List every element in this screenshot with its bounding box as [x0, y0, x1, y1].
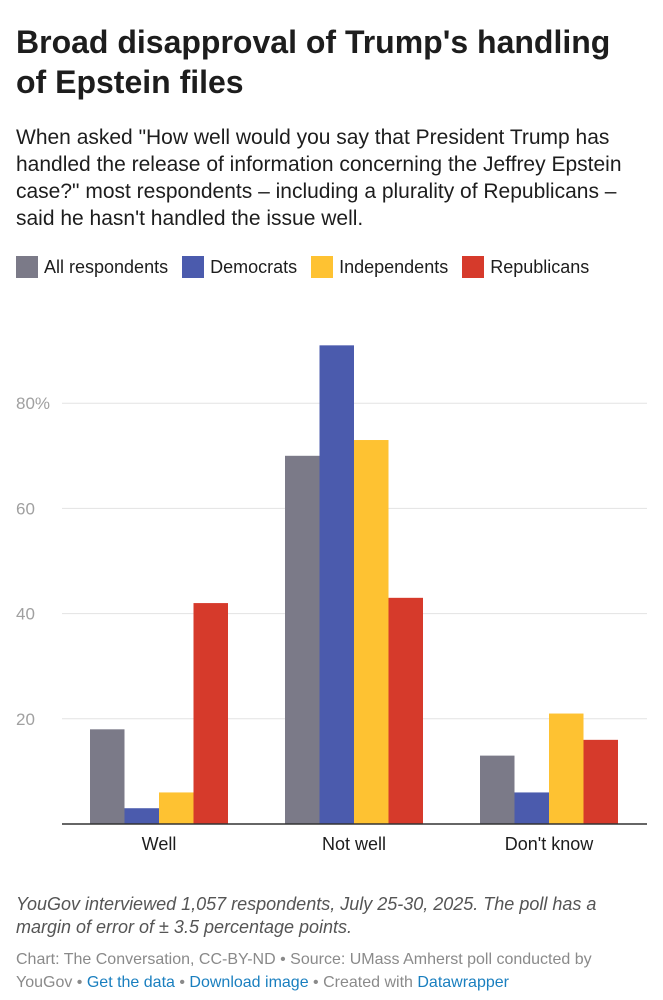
legend-item-democrats: Democrats — [182, 256, 297, 278]
legend-item-republicans: Republicans — [462, 256, 589, 278]
chart-title: Broad disapproval of Trump's handling of… — [16, 24, 611, 100]
y-tick-label-80: 80% — [16, 394, 50, 413]
download-image-link[interactable]: Download image — [189, 974, 309, 991]
y-tick-label-40: 40 — [16, 605, 35, 624]
legend-label-independents: Independents — [339, 256, 449, 277]
bar-don-t-know-all-respondents — [480, 755, 515, 824]
bar-not-well-all-respondents — [285, 455, 320, 824]
bar-well-republicans — [193, 603, 228, 824]
y-tick-label-60: 60 — [16, 499, 35, 518]
y-tick-label-20: 20 — [16, 710, 35, 729]
legend-item-independents: Independents — [311, 256, 448, 278]
footer-credit: Chart: The Conversation, CC-BY-ND • Sour… — [16, 951, 592, 991]
legend: All respondents Democrats Independents R… — [16, 256, 603, 278]
bar-not-well-independents — [354, 440, 389, 824]
bar-don-t-know-independents — [549, 713, 584, 824]
footer-created-with: • Created with — [308, 974, 418, 991]
bar-not-well-democrats — [319, 345, 354, 824]
bar-not-well-republicans — [388, 597, 423, 824]
legend-label-all-respondents: All respondents — [44, 256, 169, 277]
get-the-data-link[interactable]: Get the data — [86, 974, 175, 991]
datawrapper-link[interactable]: Datawrapper — [417, 974, 509, 991]
legend-item-all-respondents: All respondents — [16, 256, 168, 278]
chart-notes: YouGov interviewed 1,057 respondents, Ju… — [16, 894, 597, 937]
legend-swatch-republicans — [462, 256, 485, 278]
legend-swatch-independents — [311, 256, 334, 278]
legend-swatch-democrats — [182, 256, 205, 278]
bar-well-all-respondents — [90, 729, 125, 824]
legend-swatch-all-respondents — [16, 256, 38, 278]
x-tick-label-not-well: Not well — [322, 834, 386, 854]
chart-subtitle: When asked "How well would you say that … — [16, 126, 622, 230]
bar-chart: 20 40 60 80% Well Not well Don't know — [16, 345, 647, 854]
footer-separator: • — [174, 974, 190, 991]
legend-label-republicans: Republicans — [490, 256, 590, 277]
bar-well-independents — [159, 792, 194, 824]
x-tick-label-well: Well — [142, 834, 177, 854]
x-tick-label-don-t-know: Don't know — [505, 834, 594, 854]
bar-don-t-know-republicans — [583, 739, 618, 824]
bar-well-democrats — [124, 808, 159, 824]
bar-don-t-know-democrats — [514, 792, 549, 824]
legend-label-democrats: Democrats — [210, 256, 298, 277]
chart-footer: Chart: The Conversation, CC-BY-ND • Sour… — [16, 948, 652, 994]
